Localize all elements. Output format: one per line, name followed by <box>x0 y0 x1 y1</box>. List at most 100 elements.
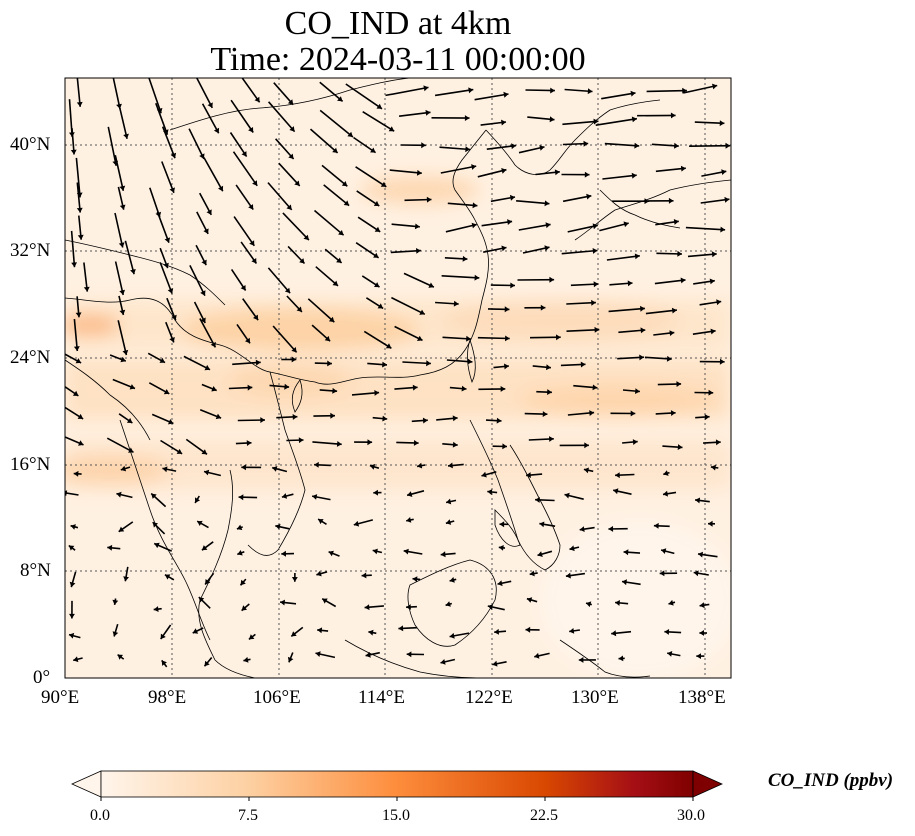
wind-arrowhead <box>71 262 77 268</box>
wind-arrowhead <box>496 417 502 424</box>
wind-arrow <box>602 174 637 180</box>
wind-arrowhead <box>462 255 468 262</box>
wind-arrowhead <box>332 280 338 286</box>
wind-arrowhead <box>122 349 129 356</box>
wind-arrowhead <box>252 180 258 186</box>
wind-arrowhead <box>631 116 637 123</box>
wind-arrowhead <box>382 361 387 368</box>
wind-arrowhead <box>314 461 319 468</box>
wind-arrow <box>362 111 395 132</box>
wind-arrow <box>567 224 598 233</box>
wind-arrowhead <box>634 253 640 260</box>
wind-arrowhead <box>163 389 170 395</box>
lat-tick-label: 0° <box>33 667 51 688</box>
wind-arrowhead <box>653 522 659 529</box>
wind-arrow <box>273 82 294 106</box>
wind-arrowhead <box>471 164 477 170</box>
wind-arrowhead <box>663 490 668 497</box>
wind-arrowhead <box>504 363 509 370</box>
wind-arrow <box>282 212 310 241</box>
wind-arrowhead <box>428 282 434 288</box>
wind-arrow <box>687 253 717 258</box>
wind-arrowhead <box>107 544 113 551</box>
wind-arrowhead <box>160 633 166 640</box>
wind-arrowhead <box>586 601 592 608</box>
wind-arrowhead <box>715 439 721 446</box>
wind-arrowhead <box>254 96 260 103</box>
wind-arrowhead <box>73 346 80 351</box>
colorbar-tick-label: 0.0 <box>90 807 110 824</box>
wind-arrowhead <box>200 317 206 323</box>
wind-arrowhead <box>639 354 644 361</box>
wind-arrow <box>272 325 298 353</box>
wind-arrowhead <box>385 343 392 349</box>
wind-arrowhead <box>719 358 725 365</box>
wind-arrowhead <box>78 440 84 446</box>
lon-tick-label: 106°E <box>253 687 301 708</box>
wind-arrow <box>655 167 686 173</box>
wind-arrowhead <box>593 281 599 288</box>
wind-arrow <box>595 117 638 126</box>
wind-arrowhead <box>316 570 322 577</box>
wind-arrowhead <box>163 262 169 269</box>
wind-arrowhead <box>77 413 84 419</box>
wind-arrowhead <box>668 197 674 204</box>
wind-arrowhead <box>542 411 548 417</box>
wind-arrowhead <box>128 447 134 453</box>
wind-arrowhead <box>162 466 168 473</box>
wind-arrowhead <box>161 660 167 666</box>
wind-arrow <box>307 298 335 323</box>
wind-arrow <box>117 320 128 356</box>
wind-arrowhead <box>201 545 208 551</box>
wind-arrowhead <box>373 200 380 206</box>
colorbar-gradient <box>100 770 694 798</box>
wind-arrowhead <box>291 356 297 363</box>
wind-arrowhead <box>154 542 160 549</box>
wind-arrow <box>107 126 117 166</box>
wind-arrowhead <box>449 632 455 639</box>
wind-arrowhead <box>245 337 250 344</box>
wind-arrowhead <box>237 550 243 556</box>
wind-arrow <box>229 132 248 158</box>
wind-arrowhead <box>546 364 551 371</box>
wind-arrowhead <box>449 577 455 583</box>
wind-arrowhead <box>251 258 257 264</box>
wind-arrowhead <box>367 439 373 446</box>
wind-arrowhead <box>501 119 506 126</box>
lat-tick-label: 8°N <box>20 560 51 581</box>
wind-arrowhead <box>537 551 543 557</box>
wind-arrowhead <box>332 147 338 153</box>
wind-arrowhead <box>210 341 216 348</box>
wind-arrowhead <box>65 490 68 496</box>
wind-arrow <box>315 266 339 287</box>
wind-arrowhead <box>417 462 423 469</box>
lon-tick-label: 122°E <box>465 687 513 708</box>
wind-arrowhead <box>249 240 255 246</box>
wind-arrowhead <box>406 651 412 658</box>
wind-arrowhead <box>640 305 645 312</box>
wind-arrowhead <box>556 334 561 341</box>
wind-arrow <box>394 325 423 342</box>
wind-arrowhead <box>376 103 382 109</box>
wind-arrowhead <box>416 169 422 176</box>
wind-arrowhead <box>294 180 300 186</box>
wind-arrowhead <box>248 634 255 640</box>
wind-arrow <box>323 184 350 207</box>
wind-arrowhead <box>374 226 381 232</box>
wind-arrow <box>477 168 507 178</box>
wind-arrowhead <box>569 545 575 552</box>
wind-arrow <box>561 249 598 255</box>
lat-tick-label: 24°N <box>10 347 51 368</box>
wind-arrowhead <box>634 142 640 149</box>
wind-arrow <box>516 200 550 205</box>
wind-arrowhead <box>213 127 220 134</box>
wind-arrowhead <box>291 347 297 353</box>
wind-arrowhead <box>119 289 125 295</box>
wind-arrowhead <box>623 549 629 556</box>
wind-arrowhead <box>721 169 727 175</box>
wind-arrowhead <box>406 604 411 610</box>
wind-arrowhead <box>724 196 730 203</box>
wind-arrowhead <box>659 570 665 577</box>
wind-arrowhead <box>461 385 467 392</box>
wind-arrowhead <box>361 572 367 579</box>
